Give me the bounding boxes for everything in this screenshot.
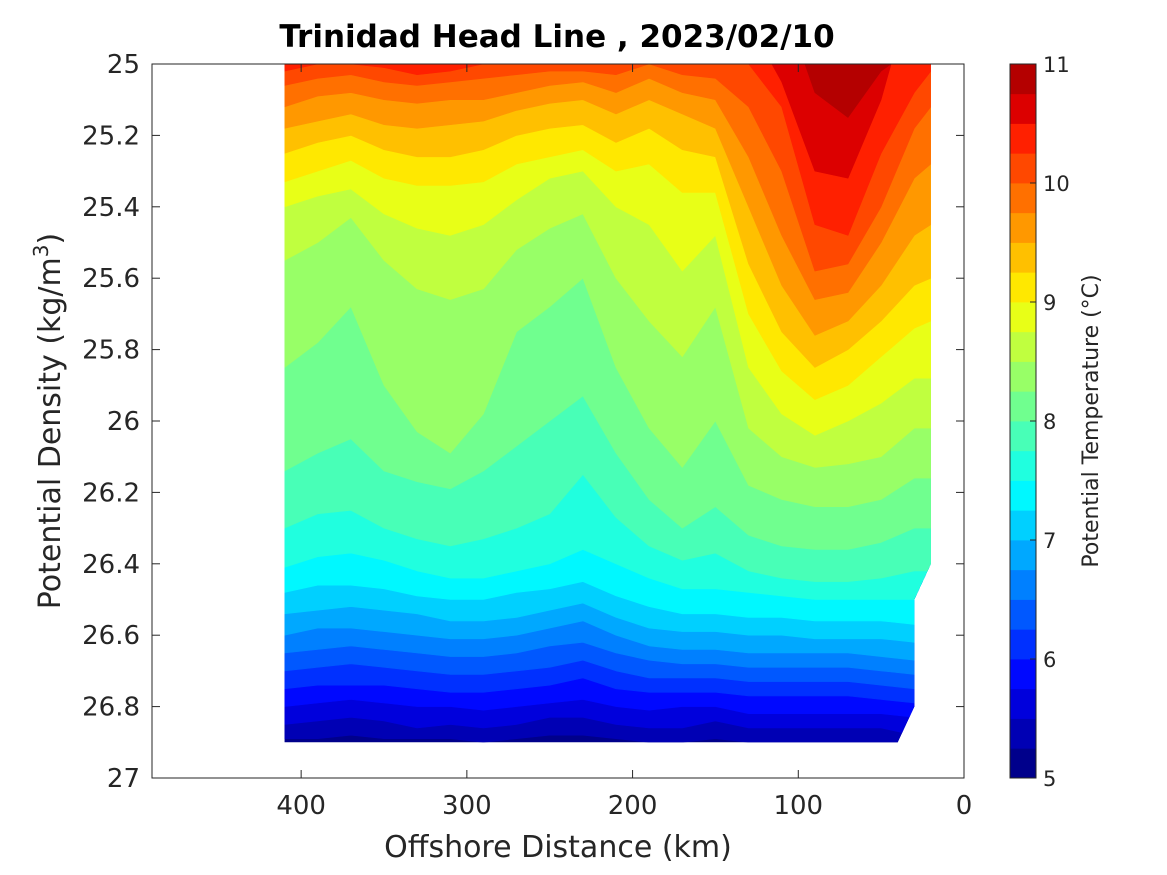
x-tick-label: 300 bbox=[442, 791, 492, 821]
colorbar-segment bbox=[1010, 450, 1036, 481]
colorbar: 5 6 7 8 9 10 11 bbox=[1009, 53, 1070, 791]
x-tick-label: 200 bbox=[608, 791, 658, 821]
plot-area bbox=[284, 64, 931, 743]
y-axis-label-superscript: 3 bbox=[29, 244, 53, 257]
x-tick-label: 100 bbox=[773, 791, 823, 821]
colorbar-segment bbox=[1010, 659, 1036, 690]
y-tick-label: 27 bbox=[107, 764, 140, 794]
y-axis-label-close: ) bbox=[33, 233, 68, 245]
y-tick-label: 25.4 bbox=[82, 193, 140, 223]
colorbar-segment bbox=[1010, 599, 1036, 630]
colorbar-tick-label: 6 bbox=[1043, 648, 1056, 672]
colorbar-tick-label: 11 bbox=[1043, 53, 1070, 77]
colorbar-segment bbox=[1010, 391, 1036, 422]
colorbar-segment bbox=[1010, 361, 1036, 392]
y-tick-label: 26 bbox=[107, 407, 140, 437]
colorbar-tick-label: 7 bbox=[1043, 529, 1056, 553]
colorbar-segment bbox=[1010, 688, 1036, 719]
colorbar-segment bbox=[1010, 242, 1036, 273]
chart-title: Trinidad Head Line , 2023/02/10 bbox=[279, 19, 834, 55]
x-tick-label: 0 bbox=[956, 791, 973, 821]
contour-band-10-75 bbox=[804, 64, 892, 118]
y-tick-label: 26.2 bbox=[82, 478, 140, 508]
colorbar-segment bbox=[1010, 123, 1036, 154]
colorbar-segment bbox=[1010, 540, 1036, 571]
y-tick-label: 25.2 bbox=[82, 121, 140, 151]
y-tick-label: 25 bbox=[107, 50, 140, 80]
y-tick-label: 26.6 bbox=[82, 621, 140, 651]
colorbar-tick-label: 8 bbox=[1043, 410, 1056, 434]
x-axis: 400 300 200 100 0 bbox=[276, 64, 972, 821]
x-tick-label: 400 bbox=[276, 791, 326, 821]
colorbar-segment bbox=[1010, 331, 1036, 362]
y-tick-label: 26.8 bbox=[82, 693, 140, 723]
colorbar-segment bbox=[1010, 569, 1036, 600]
y-axis-label: Potential Density (kg/m3) bbox=[29, 233, 68, 609]
contour-bands bbox=[284, 64, 931, 743]
colorbar-segment bbox=[1010, 272, 1036, 303]
colorbar-segment bbox=[1010, 212, 1036, 243]
colorbar-segment bbox=[1010, 510, 1036, 541]
colorbar-tick-label: 10 bbox=[1043, 172, 1070, 196]
y-tick-label: 25.6 bbox=[82, 264, 140, 294]
colorbar-segment bbox=[1010, 64, 1036, 95]
y-tick-label: 26.4 bbox=[82, 550, 140, 580]
y-tick-label: 25.8 bbox=[82, 336, 140, 366]
colorbar-segment bbox=[1010, 748, 1036, 779]
colorbar-segment bbox=[1010, 93, 1036, 124]
y-axis-label-main: Potential Density (kg/m bbox=[33, 257, 68, 609]
colorbar-segment bbox=[1010, 183, 1036, 214]
colorbar-segment bbox=[1010, 302, 1036, 333]
y-axis: 25 25.2 25.4 25.6 25.8 26 26.2 26.4 26.6 26.8 27 bbox=[82, 50, 964, 794]
colorbar-segment bbox=[1010, 480, 1036, 511]
contour-band-group bbox=[284, 64, 931, 743]
colorbar-segment bbox=[1010, 718, 1036, 749]
colorbar-label: Potential Temperature (°C) bbox=[1079, 274, 1104, 567]
colorbar-tick-label: 5 bbox=[1043, 767, 1056, 791]
colorbar-segment bbox=[1010, 421, 1036, 452]
colorbar-tick-label: 9 bbox=[1043, 291, 1056, 315]
colorbar-segment bbox=[1010, 153, 1036, 184]
x-axis-label: Offshore Distance (km) bbox=[384, 830, 732, 865]
colorbar-segment bbox=[1010, 629, 1036, 660]
